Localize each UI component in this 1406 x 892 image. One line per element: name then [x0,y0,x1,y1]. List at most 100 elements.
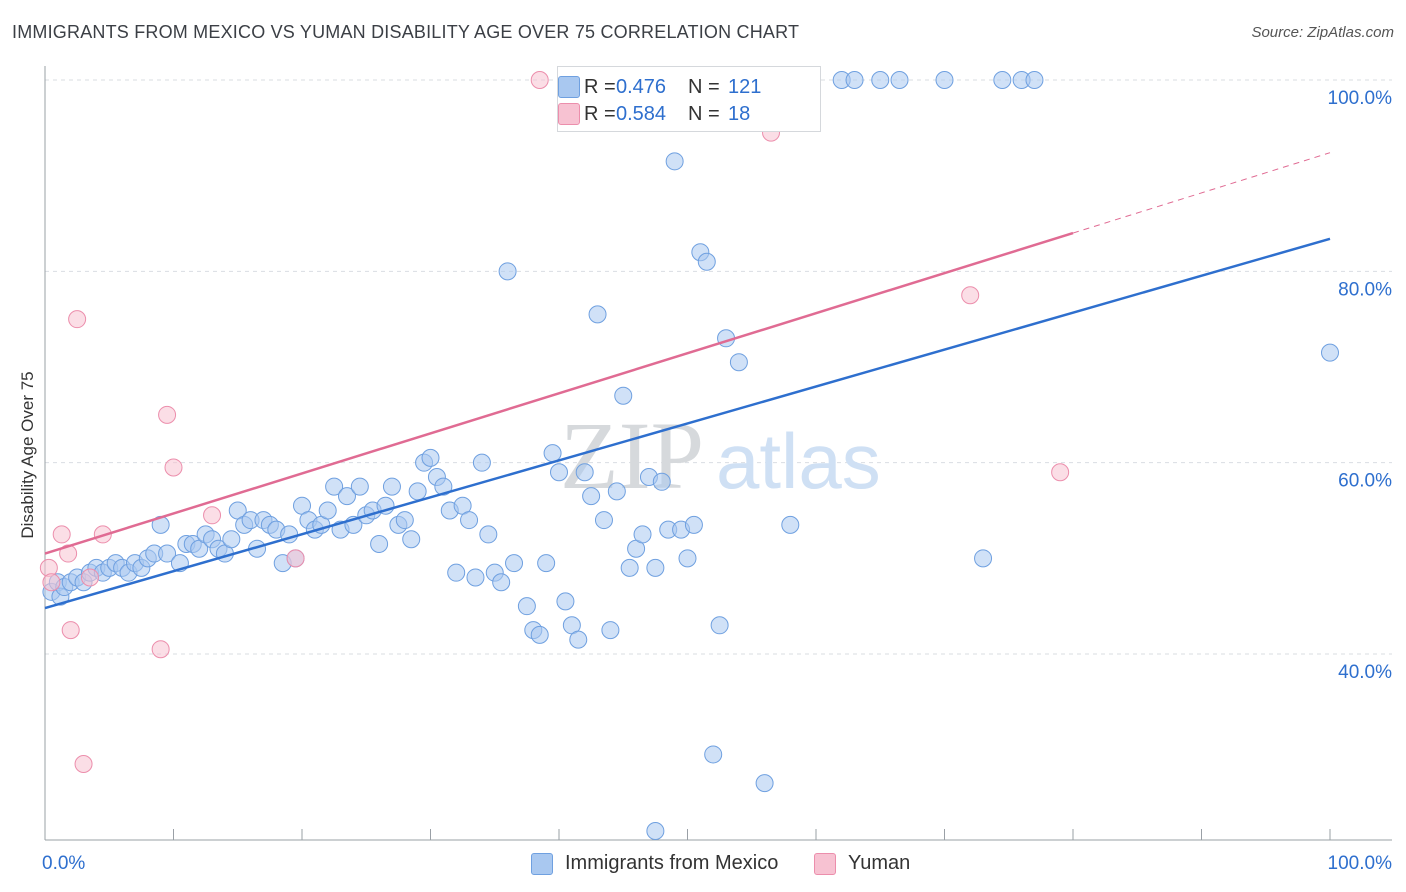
watermark-zip: ZIP [560,402,704,509]
data-point-immigrants [318,501,337,520]
data-point-yuman [286,549,305,568]
blue-swatch [531,852,553,875]
data-point-yuman [80,568,99,587]
r-value: 0.584 [616,102,667,125]
data-point-immigrants [575,463,594,482]
legend-row-immigrants: R = 0.476 N = 121 [558,73,762,101]
data-point-immigrants [537,554,556,573]
data-point-immigrants [337,487,356,506]
trend-line-yuman [44,231,1074,555]
tick-labels: 40.0% 60.0% 80.0% 100.0% 0.0% 100.0% [42,88,1392,874]
x-tick-label: 0.0% [42,853,85,874]
data-point-immigrants [472,453,491,472]
data-point-immigrants [421,448,440,467]
data-point-immigrants [678,549,697,568]
data-point-immigrants [620,558,639,577]
data-point-immigrants [935,71,954,89]
data-point-immigrants [646,821,665,840]
n-value: 121 [728,75,762,98]
y-tick-label: 40.0% [1338,662,1392,683]
data-point-immigrants [646,558,665,577]
legend-label: Immigrants from Mexico [565,852,779,874]
data-point-immigrants [684,515,703,534]
data-point-immigrants [479,525,498,544]
legend-row-yuman: R = 0.584 N = 18 [558,100,751,128]
data-point-immigrants [633,525,652,544]
data-point-immigrants [447,563,466,582]
data-point-immigrants [601,621,620,640]
grid-lines [45,79,1392,655]
data-point-yuman [151,640,170,659]
data-point-immigrants [460,511,479,530]
data-point-immigrants [845,71,864,89]
data-point-yuman [530,71,549,89]
chart-title: IMMIGRANTS FROM MEXICO VS YUMAN DISABILI… [12,22,800,42]
r-label: R = [584,102,616,125]
y-tick-label: 60.0% [1338,471,1392,492]
data-point-immigrants [498,262,517,281]
y-tick-label: 80.0% [1338,279,1392,300]
data-point-yuman [68,310,87,329]
data-point-immigrants [492,573,511,592]
legend-item-yuman: Yuman [814,852,910,875]
data-point-immigrants [607,482,626,501]
data-point-immigrants [729,353,748,372]
series-yuman-points [39,71,1070,774]
data-point-yuman [61,621,80,640]
data-point-yuman [961,286,980,305]
y-axis-label: Disability Age Over 75 [18,371,37,539]
series-immigrants-points [42,71,1339,840]
data-point-yuman [203,506,222,525]
data-point-immigrants [382,477,401,496]
data-point-yuman [52,525,71,544]
pink-swatch [814,852,836,875]
data-point-immigrants [871,71,890,89]
n-label: N = [688,75,720,98]
pink-swatch [558,103,580,125]
data-point-yuman [74,755,93,774]
data-point-yuman [164,458,183,477]
data-point-immigrants [781,515,800,534]
data-point-immigrants [370,534,389,553]
data-point-immigrants [408,482,427,501]
data-point-immigrants [569,630,588,649]
watermark-atlas: atlas [716,417,881,505]
data-point-immigrants [325,477,344,496]
x-tick-label: 100.0% [1328,853,1393,874]
data-point-immigrants [588,305,607,324]
data-point-immigrants [974,549,993,568]
data-point-yuman [158,405,177,424]
data-point-immigrants [556,592,575,611]
data-point-immigrants [1025,71,1044,89]
n-value: 18 [728,102,751,125]
axes [44,66,1392,841]
data-point-immigrants [1321,343,1339,362]
trend-line-immigrants [44,237,1331,610]
data-point-immigrants [350,477,369,496]
r-value: 0.476 [616,75,667,98]
data-point-immigrants [466,568,485,587]
data-point-immigrants [665,152,684,171]
data-point-immigrants [614,386,633,405]
data-point-immigrants [543,444,562,463]
blue-swatch [558,76,580,98]
data-point-immigrants [582,487,601,506]
data-point-immigrants [402,530,421,549]
source-label: Source: ZipAtlas.com [1251,24,1394,41]
data-point-immigrants [395,511,414,530]
data-point-immigrants [710,616,729,635]
data-point-immigrants [530,625,549,644]
data-point-immigrants [505,554,524,573]
data-point-yuman [1051,463,1070,482]
data-point-immigrants [222,530,241,549]
data-point-immigrants [594,511,613,530]
data-point-immigrants [755,774,774,793]
data-point-immigrants [704,745,723,764]
data-point-immigrants [890,71,909,89]
watermark: ZIP atlas [560,402,881,509]
data-point-immigrants [517,597,536,616]
data-point-immigrants [550,463,568,482]
data-point-immigrants [652,472,671,491]
trend-lines [44,152,1331,610]
